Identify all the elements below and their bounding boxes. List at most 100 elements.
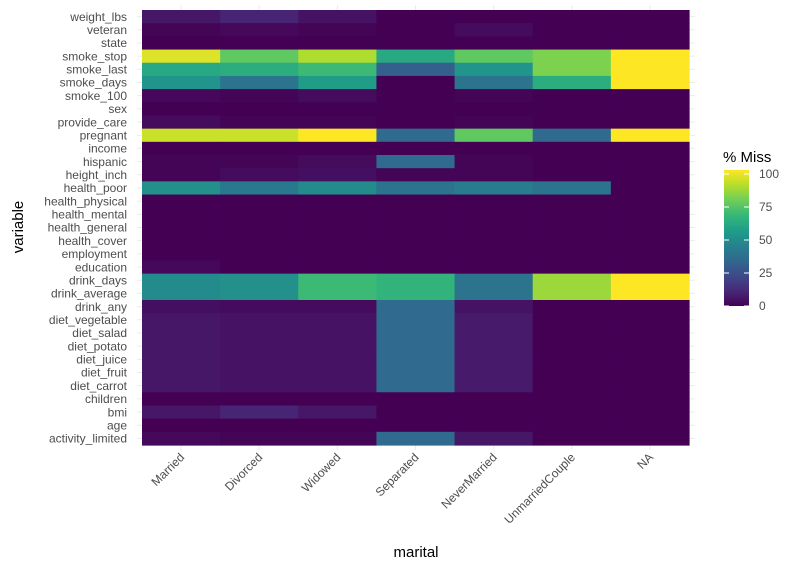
- y-tick-label: health_mental: [52, 208, 127, 222]
- heatmap-cell: [220, 23, 299, 37]
- heatmap-cell: [376, 36, 456, 51]
- legend-tick-label: 50: [759, 233, 773, 247]
- heatmap-cell: [610, 115, 690, 130]
- heatmap-cell: [376, 352, 456, 367]
- heatmap-cell: [532, 168, 612, 182]
- heatmap-cell: [610, 418, 690, 433]
- heatmap-cell: [376, 49, 456, 64]
- heatmap-cell: [610, 220, 690, 235]
- heatmap-cell: [610, 392, 690, 407]
- heatmap-cell: [610, 207, 690, 222]
- y-tick-labels: weight_lbsveteranstatesmoke_stopsmoke_la…: [44, 10, 127, 446]
- heatmap-cell: [454, 115, 534, 130]
- heatmap-cell: [532, 115, 612, 130]
- heatmap-cell: [220, 260, 299, 275]
- legend-ticks: 100 75 50 25 0: [724, 167, 779, 313]
- y-tick-label: drink_average: [51, 287, 127, 301]
- heatmap-cell: [610, 352, 690, 367]
- y-tick-label: height_inch: [66, 168, 127, 182]
- heatmap-cell: [610, 141, 690, 156]
- heatmap-cell: [298, 326, 378, 341]
- heatmap-cell: [376, 260, 456, 275]
- y-tick-label: veteran: [87, 23, 127, 37]
- heatmap-cell: [532, 89, 612, 103]
- heatmap-cell: [532, 75, 612, 90]
- heatmap-cell: [376, 418, 456, 433]
- heatmap-cell: [220, 102, 299, 117]
- heatmap-cell: [376, 431, 456, 446]
- heatmap-cell: [220, 168, 299, 182]
- heatmap-cell: [454, 431, 534, 446]
- heatmap-cell: [376, 194, 456, 209]
- heatmap-cell: [142, 431, 221, 446]
- heatmap-cell: [376, 115, 456, 130]
- heatmap-cell: [298, 286, 378, 301]
- heatmap-cell: [532, 392, 612, 407]
- heatmap-cell: [142, 260, 221, 275]
- heatmap-cell: [454, 260, 534, 275]
- heatmap-cell: [142, 234, 221, 248]
- heatmap-cell: [142, 10, 221, 24]
- legend-colorbar: [724, 170, 749, 306]
- y-tick-label: provide_care: [58, 115, 128, 129]
- heatmap-cell: [298, 234, 378, 248]
- heatmap-cell: [610, 10, 690, 24]
- heatmap-cell: [298, 155, 378, 169]
- heatmap-cell: [220, 141, 299, 156]
- heatmap-cell: [220, 352, 299, 367]
- heatmap-cell: [610, 300, 690, 314]
- heatmap-cell: [142, 36, 221, 51]
- heatmap-cell: [610, 62, 690, 77]
- x-tick-label: NA: [634, 450, 656, 472]
- y-tick-label: diet_fruit: [81, 366, 128, 380]
- heatmap-cell: [454, 418, 534, 433]
- heatmap-cell: [532, 313, 612, 327]
- heatmap-cell: [454, 352, 534, 367]
- heatmap-cell: [298, 405, 378, 420]
- heatmap-cell: [454, 405, 534, 420]
- heatmap-cell: [376, 300, 456, 314]
- heatmap-cell: [610, 194, 690, 209]
- heatmap-cell: [142, 418, 221, 433]
- heatmap-cell: [610, 326, 690, 341]
- y-tick-label: smoke_days: [60, 76, 127, 90]
- heatmap-cell: [298, 141, 378, 156]
- heatmap-cell: [454, 181, 534, 196]
- heatmap-cell: [454, 23, 534, 37]
- heatmap-cell: [376, 168, 456, 182]
- heatmap-cell: [298, 10, 378, 24]
- heatmap-cell: [298, 62, 378, 77]
- heatmap-cell: [298, 431, 378, 446]
- heatmap-cell: [454, 62, 534, 77]
- heatmap-cell: [142, 300, 221, 314]
- x-tick-label: Widowed: [299, 450, 344, 495]
- legend-tick-label: 75: [759, 200, 773, 214]
- legend: % Miss 100 75 50 25 0: [723, 149, 779, 313]
- heatmap-cell: [142, 313, 221, 327]
- heatmap-cell: [142, 207, 221, 222]
- heatmap-cell: [376, 220, 456, 235]
- heatmap-cell: [610, 273, 690, 288]
- heatmap-cell: [220, 379, 299, 393]
- heatmap-cell: [142, 102, 221, 117]
- heatmap-cell: [298, 128, 378, 143]
- heatmap-cell: [298, 181, 378, 196]
- y-tick-label: pregnant: [80, 128, 128, 142]
- x-tick-label: Divorced: [222, 450, 265, 493]
- heatmap-cell: [532, 141, 612, 156]
- y-tick-label: state: [101, 36, 127, 50]
- heatmap-cell: [376, 75, 456, 90]
- heatmap-cell: [298, 379, 378, 393]
- y-tick-label: health_general: [48, 221, 127, 235]
- heatmap-cell: [532, 194, 612, 209]
- heatmap-cell: [298, 194, 378, 209]
- heatmap-cell: [142, 49, 221, 64]
- x-tick-label: UnmarriedCouple: [502, 450, 579, 527]
- legend-title: % Miss: [723, 149, 771, 166]
- heatmap-cell: [142, 273, 221, 288]
- heatmap-cell: [454, 102, 534, 117]
- heatmap-cell: [454, 313, 534, 327]
- y-tick-label: sex: [108, 102, 127, 116]
- heatmap-cell: [220, 220, 299, 235]
